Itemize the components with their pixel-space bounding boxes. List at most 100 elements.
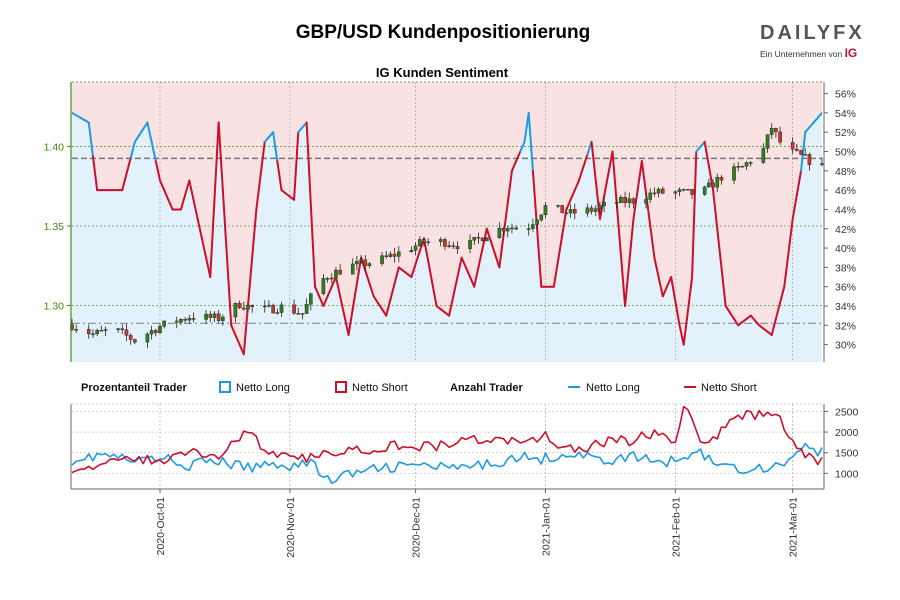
candle — [673, 190, 678, 199]
sentiment-segment — [728, 311, 736, 320]
sentiment-segment — [276, 160, 283, 192]
candle-body — [451, 245, 456, 247]
sentiment-segment — [733, 317, 740, 327]
candle-body — [422, 239, 426, 243]
candle-body — [740, 165, 745, 168]
candle-body — [275, 312, 280, 314]
candle-body — [707, 182, 711, 188]
candle — [116, 327, 120, 333]
candle-body — [158, 325, 162, 334]
sentiment-segment — [389, 282, 396, 301]
candle — [417, 236, 422, 247]
count-panel: 1000 1500 2000 2500 — [70, 403, 859, 490]
candle-body — [116, 328, 120, 330]
sentiment-segment — [649, 224, 656, 259]
candle-body — [187, 318, 192, 321]
candle-body — [505, 228, 510, 232]
candle — [325, 277, 330, 283]
sentiment-segment — [632, 189, 639, 221]
candle-body — [807, 154, 812, 165]
candle — [133, 338, 137, 345]
candle-body — [497, 227, 502, 238]
candle-body — [539, 214, 544, 221]
candle — [208, 310, 213, 323]
candle — [539, 214, 544, 222]
candle — [95, 328, 99, 337]
candle-body — [174, 320, 179, 323]
candle — [631, 197, 636, 209]
candle-body — [120, 328, 125, 331]
sentiment-segment — [138, 127, 145, 137]
sentiment-segment — [607, 150, 614, 176]
sentiment-segment — [720, 266, 727, 307]
candle-body — [614, 202, 619, 204]
sentiment-segment — [259, 140, 266, 177]
sentiment-segment — [653, 256, 660, 279]
candle — [262, 300, 267, 313]
right-tick-label: 36% — [835, 282, 856, 294]
candle — [769, 123, 774, 139]
candle-body — [686, 188, 690, 191]
candle — [589, 205, 594, 215]
candle — [304, 298, 309, 314]
candle — [329, 273, 334, 284]
candle — [468, 234, 472, 254]
candle — [602, 197, 606, 213]
sentiment-segment — [510, 160, 518, 172]
sentiment-segment — [355, 256, 363, 285]
sentiment-segment — [569, 189, 576, 201]
sentiment-segment — [234, 333, 241, 346]
candle-body — [510, 227, 514, 230]
sentiment-segment — [91, 155, 99, 192]
sentiment-segment — [293, 131, 300, 201]
sentiment-segment — [326, 285, 333, 298]
candle — [447, 241, 451, 249]
candle-body — [648, 192, 653, 200]
x-tick-label: 2020-Oct-01 — [155, 497, 167, 556]
candle — [451, 241, 456, 250]
sentiment-segment — [611, 150, 618, 205]
candle-body — [221, 316, 225, 321]
sentiment-segment — [557, 234, 564, 262]
candle-body — [820, 163, 824, 165]
candle — [334, 266, 338, 279]
candle — [686, 188, 690, 191]
candle-body — [681, 189, 686, 191]
candle-body — [179, 319, 183, 323]
sentiment-segment — [196, 218, 203, 240]
sentiment-segment — [787, 218, 794, 254]
candle-body — [309, 293, 313, 305]
right-tick-label: 52% — [835, 127, 856, 139]
candle-body — [99, 329, 104, 332]
sentiment-segment — [724, 305, 731, 314]
candle — [86, 324, 91, 339]
candle-body — [589, 207, 594, 212]
sentiment-segment — [452, 276, 459, 298]
candle — [598, 201, 602, 214]
candle — [505, 225, 510, 238]
candle — [271, 303, 275, 314]
candle-body — [736, 166, 741, 168]
candle — [707, 178, 711, 188]
candle — [275, 308, 280, 315]
sentiment-segment — [305, 121, 312, 206]
x-tick-label: 2021-Jan-01 — [540, 497, 552, 556]
candle — [380, 252, 384, 266]
candle-body — [598, 205, 602, 209]
candle-body — [438, 239, 443, 242]
candle — [501, 226, 506, 236]
sentiment-segment — [133, 134, 141, 143]
sentiment-segment — [368, 282, 375, 298]
candle — [426, 238, 430, 246]
legend-pct-short-swatch — [335, 381, 347, 393]
sentiment-segment — [322, 295, 329, 307]
candle — [183, 316, 187, 323]
count-tick-label: 1000 — [835, 468, 859, 480]
candle-body — [568, 209, 573, 214]
sentiment-segment — [640, 160, 648, 195]
candle — [397, 246, 401, 263]
candle — [485, 237, 489, 242]
sentiment-segment — [804, 126, 811, 134]
candle — [807, 152, 812, 171]
candle-body — [526, 228, 531, 230]
